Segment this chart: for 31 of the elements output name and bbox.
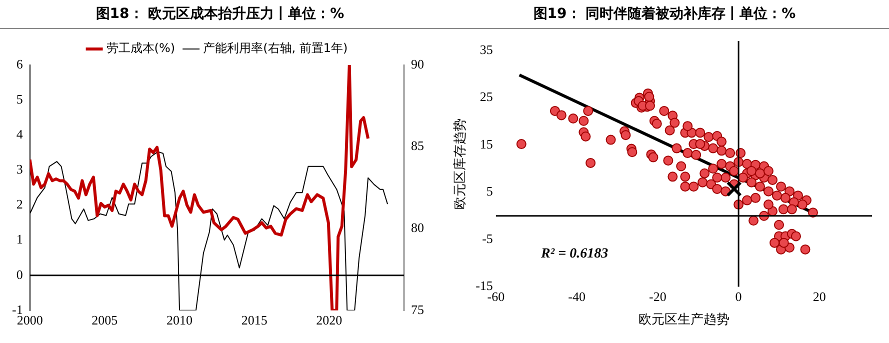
y-tick-label: -5 bbox=[482, 230, 493, 246]
y-axis-title: 欧元区库存趋势 bbox=[453, 118, 468, 210]
y2-tick-label: 75 bbox=[411, 302, 424, 317]
y-tick-label: 3 bbox=[16, 162, 23, 177]
y-tick-label: 6 bbox=[16, 56, 24, 72]
x-tick-label: 2015 bbox=[241, 312, 268, 328]
x-tick-label: 0 bbox=[735, 289, 742, 304]
chart-title: 图18： 欧元区成本抬升压力丨单位：% bbox=[0, 0, 440, 29]
y-tick-label: 4 bbox=[16, 126, 24, 142]
y-tick-label: 2 bbox=[16, 196, 23, 212]
x-tick-label: 2020 bbox=[316, 312, 342, 328]
y-tick-label: 15 bbox=[480, 136, 493, 152]
x-tick-label: 20 bbox=[812, 289, 826, 304]
y-tick-label: 0 bbox=[16, 266, 23, 282]
y-tick-label: 5 bbox=[16, 91, 23, 106]
legend-label: 产能利用率(右轴, 前置1年) bbox=[203, 41, 348, 56]
x-tick-label: 2005 bbox=[92, 312, 118, 328]
annotation: R² = 0.6183 bbox=[540, 246, 608, 262]
x-tick-label: -20 bbox=[649, 289, 666, 304]
y-tick-label: 5 bbox=[486, 184, 493, 199]
x-axis-title: 欧元区生产趋势 bbox=[638, 312, 730, 328]
x-tick-label: -40 bbox=[568, 289, 586, 304]
legend-label: 劳工成本(%) bbox=[106, 41, 176, 56]
y-tick-label: 25 bbox=[480, 89, 493, 104]
y-tick-label: 35 bbox=[480, 42, 493, 57]
y-tick-label: 1 bbox=[16, 232, 23, 247]
y2-tick-label: 85 bbox=[411, 138, 424, 154]
y2-tick-label: 90 bbox=[411, 56, 424, 72]
x-tick-label: 2010 bbox=[166, 312, 192, 328]
chart-title: 图19： 同时伴随着被动补库存丨单位：% bbox=[440, 0, 889, 29]
y2-tick-label: 80 bbox=[411, 220, 424, 236]
